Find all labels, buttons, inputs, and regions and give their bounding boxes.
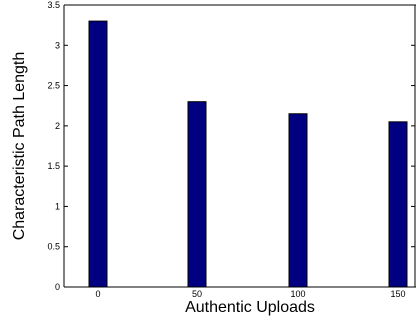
y-axis-title: Characteristic Path Length <box>11 52 28 241</box>
x-ticks: 0 50 100 150 <box>95 283 406 299</box>
y-tick-label: 0.5 <box>47 242 60 252</box>
y-tick-label: 3 <box>55 40 60 50</box>
x-tick-label: 0 <box>95 289 100 299</box>
y-ticks: 0 0.5 1 1.5 2 2.5 3 3.5 <box>47 0 415 292</box>
bar-50 <box>187 101 207 288</box>
x-tick-label: 150 <box>390 289 405 299</box>
x-tick-label: 100 <box>290 289 305 299</box>
bar-100 <box>288 113 308 288</box>
y-tick-label: 3.5 <box>47 0 60 10</box>
y-tick-label: 1 <box>55 201 60 211</box>
x-axis-title: Authentic Uploads <box>185 299 315 316</box>
bar-0 <box>88 20 108 288</box>
plot-area <box>63 4 416 288</box>
bar-150 <box>388 121 408 288</box>
bars <box>88 20 408 288</box>
x-tick-label: 50 <box>192 289 202 299</box>
y-tick-label: 2 <box>55 121 60 131</box>
y-tick-label: 0 <box>55 282 60 292</box>
y-tick-label: 2.5 <box>47 81 60 91</box>
y-tick-label: 1.5 <box>47 161 60 171</box>
